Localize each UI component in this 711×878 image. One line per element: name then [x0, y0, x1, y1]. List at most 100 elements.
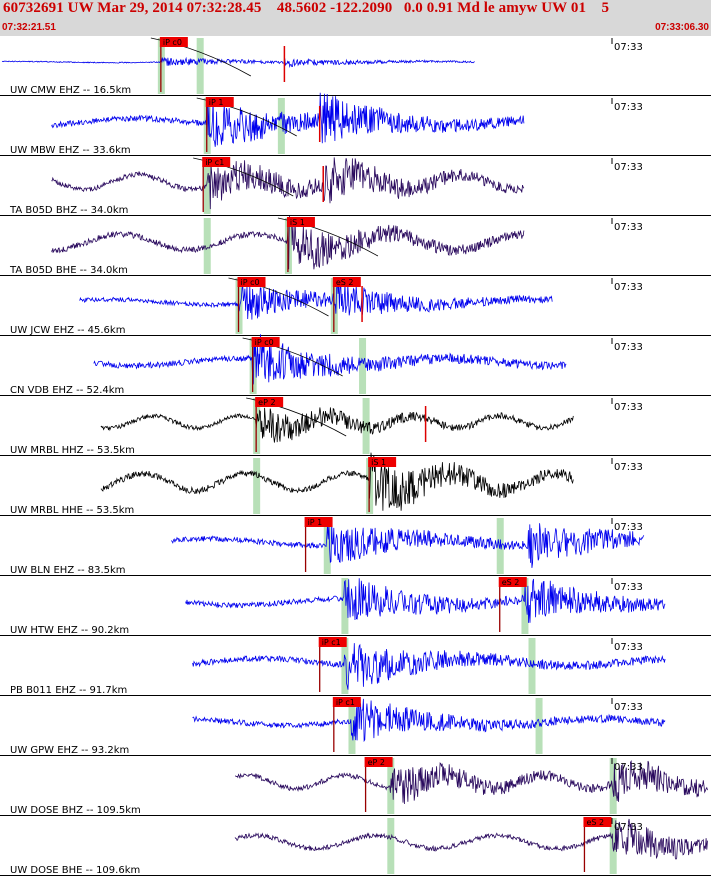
traces-layer: iP c0 07:33 UW CMW EHZ -- 16.5km iP 1 07:33 U… [0, 37, 711, 876]
time-start-label: 07:32:21.51 [2, 22, 56, 33]
station-label-5: CN VDB EHZ -- 52.4km [10, 385, 124, 396]
pick-label-6-0: eP 2 [258, 398, 275, 407]
time-tick-label-12: 07:33 [614, 762, 643, 773]
time-tick-label-6: 07:33 [614, 402, 643, 413]
station-label-2: TA B05D BHZ -- 34.0km [9, 205, 128, 216]
pick-flag-4-0 [237, 277, 266, 287]
trace-panel-4: iP c0 eS 2 07:33 UW JCW EHZ -- 45.6km [0, 277, 711, 336]
station-label-4: UW JCW EHZ -- 45.6km [10, 325, 125, 336]
pick-window-7-0 [253, 458, 261, 514]
time-tick-label-0: 07:33 [614, 42, 643, 53]
time-tick-label-3: 07:33 [614, 222, 643, 233]
pick-flag-3-0 [286, 217, 315, 227]
time-tick-label-10: 07:33 [614, 642, 643, 653]
waveform-8 [171, 521, 645, 568]
station-label-12: UW DOSE BHZ -- 109.5km [10, 805, 141, 816]
pick-label-8-0: iP 1 [308, 518, 323, 527]
pick-label-5-0: iP c0 [255, 338, 274, 347]
pick-label-4-1: eS 2 [336, 278, 354, 287]
pick-window-10-0 [341, 638, 349, 694]
pick-window-11-1 [535, 698, 543, 754]
time-tick-label-9: 07:33 [614, 582, 643, 593]
pick-label-10-0: iP c1 [322, 638, 341, 647]
station-label-3: TA B05D BHE -- 34.0km [9, 265, 128, 276]
waveform-5 [93, 334, 567, 385]
pick-flag-5-0 [251, 337, 280, 347]
time-tick-label-4: 07:33 [614, 282, 643, 293]
waveform-13 [234, 818, 708, 860]
pick-window-6-1 [362, 398, 370, 454]
seismogram-plot: iP c0 07:33 UW CMW EHZ -- 16.5km iP 1 07:33 U… [0, 37, 711, 876]
pick-flag-11-0 [332, 697, 361, 707]
station-label-7: UW MRBL HHE -- 53.5km [10, 505, 134, 516]
time-tick-label-5: 07:33 [614, 342, 643, 353]
pick-flag-10-0 [318, 637, 347, 647]
pick-label-4-0: iP c0 [241, 278, 260, 287]
pick-label-7-0: iS 1 [371, 458, 386, 467]
waveform-2 [51, 157, 525, 210]
event-title: 60732691 UW Mar 29, 2014 07:32:28.45 48.… [3, 0, 610, 16]
pick-window-0-1 [196, 38, 204, 94]
pick-flag-7-0 [368, 457, 397, 467]
trace-panel-11: iP c1 07:33 UW GPW EHZ -- 93.2km [0, 697, 711, 756]
time-tick-label-11: 07:33 [614, 702, 643, 713]
pick-window-9-0 [341, 578, 349, 634]
pick-label-2-0: iP c1 [205, 158, 224, 167]
station-label-1: UW MBW EHZ -- 33.6km [10, 145, 131, 156]
trace-panel-7: iS 1 07:33 UW MRBL HHE -- 53.5km [0, 452, 711, 516]
pick-flag-4-1 [332, 277, 361, 287]
pick-window-2-0 [203, 158, 211, 214]
pick-flag-6-0 [255, 397, 284, 407]
waveform-11 [192, 698, 666, 743]
waveform-10 [192, 643, 666, 690]
station-label-13: UW DOSE BHE -- 109.6km [10, 865, 140, 876]
station-label-9: UW HTW EHZ -- 90.2km [10, 625, 129, 636]
station-label-11: UW GPW EHZ -- 93.2km [10, 745, 129, 756]
trace-panel-0: iP c0 07:33 UW CMW EHZ -- 16.5km [0, 37, 711, 96]
pick-window-11-0 [348, 698, 356, 754]
trace-panel-2: iP c1 07:33 TA B05D BHZ -- 34.0km [0, 157, 711, 216]
station-label-8: UW BLN EHZ -- 83.5km [10, 565, 126, 576]
station-label-6: UW MRBL HHZ -- 53.5km [10, 445, 135, 456]
time-end-label: 07:33:06.30 [655, 22, 709, 33]
trace-panel-10: iP c1 07:33 PB B011 EHZ -- 91.7km [0, 637, 711, 696]
trace-panel-1: iP 1 07:33 UW MBW EHZ -- 33.6km [0, 92, 711, 156]
pick-flag-9-0 [498, 577, 527, 587]
pick-window-9-1 [521, 578, 529, 634]
pick-flag-1-0 [205, 97, 234, 107]
pick-flag-13-0 [583, 817, 612, 827]
time-tick-label-1: 07:33 [614, 102, 643, 113]
pick-label-12-0: eP 2 [368, 758, 385, 767]
pick-window-3-0 [203, 218, 211, 274]
pick-label-9-0: eS 2 [502, 578, 520, 587]
trace-panel-13: eS 2 07:33 UW DOSE BHE -- 109.6km [0, 817, 711, 876]
pick-window-13-0 [387, 818, 395, 874]
pick-label-13-0: eS 2 [586, 818, 604, 827]
waveform-1 [51, 92, 525, 147]
header-bar: 60732691 UW Mar 29, 2014 07:32:28.45 48.… [0, 0, 711, 36]
trace-panel-3: iS 1 07:33 TA B05D BHE -- 34.0km [0, 215, 711, 276]
pick-label-11-0: iP c1 [336, 698, 355, 707]
pick-flag-2-0 [202, 157, 231, 167]
pick-window-5-1 [359, 338, 367, 394]
pick-label-1-0: iP 1 [209, 98, 224, 107]
pick-flag-12-0 [364, 757, 393, 767]
pick-window-12-1 [609, 758, 617, 814]
pick-flag-8-0 [304, 517, 333, 527]
trace-panel-6: eP 2 07:33 UW MRBL HHZ -- 53.5km [0, 397, 711, 456]
time-tick-label-2: 07:33 [614, 162, 643, 173]
pick-flag-0-0 [159, 37, 188, 47]
trace-panel-8: iP 1 07:33 UW BLN EHZ -- 83.5km [0, 517, 711, 576]
pick-label-3-0: iS 1 [290, 218, 305, 227]
waveform-7 [100, 452, 574, 511]
time-tick-label-13: 07:33 [614, 822, 643, 833]
waveform-9 [185, 578, 666, 623]
pick-window-1-1 [277, 98, 285, 154]
waveform-4 [79, 281, 553, 320]
time-tick-label-8: 07:33 [614, 522, 643, 533]
waveform-6 [100, 407, 574, 443]
trace-panel-9: eS 2 07:33 UW HTW EHZ -- 90.2km [0, 577, 711, 636]
waveform-12 [235, 759, 708, 805]
pick-label-0-0: iP c0 [163, 38, 182, 47]
trace-panel-12: eP 2 07:33 UW DOSE BHZ -- 109.5km [0, 757, 711, 816]
